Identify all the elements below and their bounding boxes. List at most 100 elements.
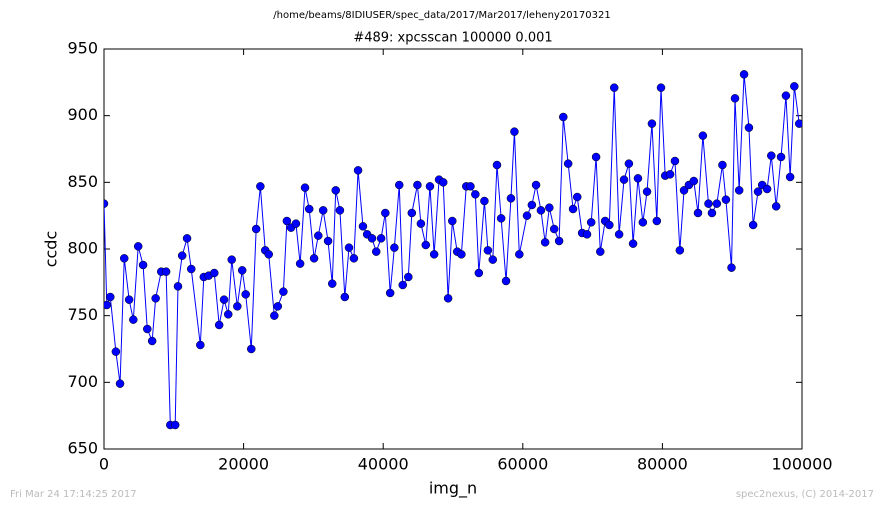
data-point (734, 186, 744, 195)
data-point (501, 276, 511, 286)
data-point (241, 290, 250, 299)
footer-right: spec2nexus, (C) 2014-2017 (736, 489, 874, 500)
data-point (304, 204, 314, 214)
data-point (748, 220, 758, 230)
data-point (295, 259, 305, 268)
data-point (771, 202, 781, 211)
chart-subtitle: /home/beams/8IDIUSER/spec_data/2017/Mar2… (273, 10, 610, 21)
data-point (586, 218, 596, 227)
data-point (744, 123, 754, 132)
data-point (129, 315, 138, 324)
data-point (776, 152, 786, 162)
data-point (536, 206, 546, 215)
data-point (282, 216, 292, 226)
data-point (712, 199, 722, 208)
data-point (187, 264, 196, 274)
data-point (340, 292, 350, 302)
x-tick-label: 0 (99, 455, 109, 474)
data-point (398, 280, 407, 290)
data-point (247, 344, 256, 354)
data-point (689, 176, 699, 186)
data-point (753, 187, 763, 196)
data-point (416, 219, 426, 228)
data-point (624, 159, 634, 168)
data-point (270, 311, 279, 320)
data-point (151, 294, 160, 303)
data-point (119, 254, 129, 263)
y-axis-label: ccdc (42, 231, 61, 268)
data-point (214, 320, 224, 330)
data-point (679, 186, 689, 195)
data-point (474, 268, 484, 278)
data-point (438, 178, 448, 187)
data-point (344, 243, 354, 252)
data-point (143, 324, 152, 334)
data-point (404, 272, 413, 282)
data-point (582, 230, 592, 239)
data-point (210, 268, 219, 278)
data-point (527, 200, 537, 210)
data-point (531, 180, 541, 190)
data-point (376, 234, 386, 243)
data-point (492, 160, 502, 170)
y-tick-label: 850 (67, 172, 98, 191)
y-tick-label: 900 (67, 105, 98, 124)
data-point (124, 295, 134, 304)
data-point (115, 379, 125, 388)
data-point (111, 347, 121, 356)
data-point (251, 224, 261, 234)
data-point (173, 282, 183, 291)
y-tick-label: 650 (67, 439, 98, 458)
data-point (279, 287, 288, 296)
data-point (652, 216, 662, 226)
data-point (704, 199, 713, 208)
footer-left: Fri Mar 24 17:14:25 2017 (10, 489, 137, 500)
data-point (707, 208, 717, 218)
data-point (794, 119, 802, 128)
y-tick-label: 750 (67, 305, 98, 324)
data-point (693, 208, 703, 218)
data-point (698, 131, 708, 140)
x-axis-label: img_n (429, 479, 477, 499)
data-point (182, 234, 192, 243)
data-point (318, 206, 328, 215)
data-point (381, 208, 390, 218)
data-point (133, 242, 143, 251)
y-tick-label: 950 (67, 39, 98, 58)
data-point (425, 182, 435, 191)
x-tick-label: 60000 (497, 455, 548, 474)
data-point (106, 292, 115, 302)
data-point (675, 246, 685, 255)
data-point (483, 246, 493, 255)
data-point (614, 230, 624, 239)
data-point (237, 266, 247, 275)
data-point (506, 194, 516, 203)
data-point (596, 247, 605, 256)
data-point (448, 216, 457, 226)
data-point (591, 152, 601, 162)
y-tick-label: 700 (67, 372, 98, 391)
data-point (721, 195, 731, 204)
data-point (762, 184, 772, 194)
data-point (335, 206, 345, 215)
data-point (545, 203, 554, 212)
data-point (457, 250, 466, 259)
data-point (785, 172, 795, 182)
data-point (559, 112, 568, 122)
chart-title: #489: xpcsscan 100000 0.001 (353, 31, 552, 46)
data-point (496, 214, 506, 223)
data-point (385, 288, 395, 298)
data-point (665, 170, 675, 179)
data-point (264, 250, 273, 259)
data-point (147, 336, 157, 346)
data-point (515, 250, 524, 259)
data-point (554, 236, 564, 246)
data-point (395, 180, 404, 190)
data-point (522, 211, 532, 220)
data-point (605, 220, 614, 230)
data-point (196, 340, 205, 350)
data-point (367, 234, 377, 243)
data-point (138, 260, 148, 270)
x-tick-label: 80000 (637, 455, 688, 474)
data-point (170, 420, 180, 430)
